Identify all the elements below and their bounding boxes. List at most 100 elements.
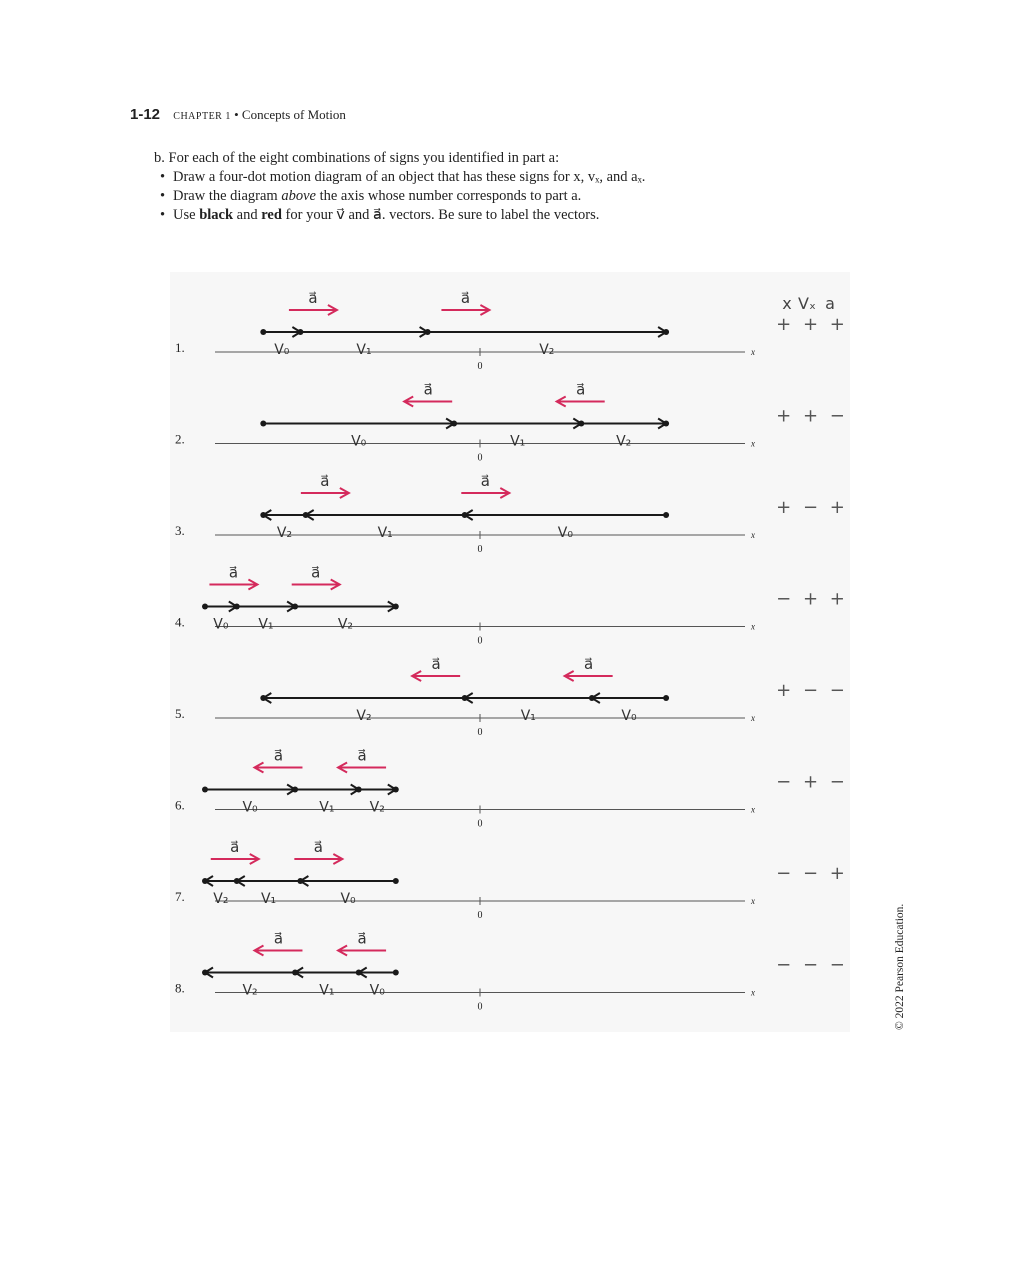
acceleration-label: a⃗	[584, 655, 593, 673]
velocity-label: V₀	[370, 983, 386, 999]
position-dot	[297, 878, 304, 884]
chapter-title: Concepts of Motion	[241, 107, 346, 122]
velocity-label: V₀	[213, 617, 229, 633]
diagram-row-4: 4. 0 x − + + V₀ V₁ V₂ a⃗ a⃗	[175, 564, 848, 647]
axis-x-label: x	[750, 896, 755, 906]
sign-combination: + + +	[776, 314, 848, 335]
worksheet-svg: x Vₓ a 1.0x+ + +V₀ V₁ V₂a⃗ a⃗2.0x+ + −V₀ V₁ V…	[175, 289, 848, 1013]
acceleration-arrowhead	[252, 944, 264, 957]
position-dot	[260, 512, 267, 518]
acceleration-arrowhead	[247, 578, 260, 591]
velocity-label: V₂	[277, 525, 292, 541]
origin-label: 0	[478, 361, 483, 372]
velocity-label: V₀	[351, 434, 367, 450]
sign-combination: − − +	[776, 863, 848, 884]
diagram-rows: 1.0x+ + +V₀ V₁ V₂a⃗ a⃗2.0x+ + −V₀ V₁ V₂a⃗ a⃗3.…	[175, 289, 848, 1013]
origin-label: 0	[478, 453, 483, 464]
diagram-row-2: 2. 0 x + + − V₀ V₁ V₂ a⃗ a⃗	[175, 381, 845, 464]
diagram-row-8: 8. 0 x − − − V₂ V₁ V₀ a⃗ a⃗	[175, 930, 845, 1013]
position-dot	[202, 969, 208, 976]
origin-label: 0	[478, 819, 483, 830]
position-dot	[392, 969, 399, 976]
velocity-label: V₁	[356, 342, 371, 358]
axis-x-label: x	[750, 530, 755, 540]
sign-combination: + − +	[776, 497, 848, 518]
position-dot	[578, 420, 585, 427]
position-dot	[292, 786, 299, 793]
position-dot	[461, 512, 468, 518]
diagram-row-7: 7. 0 x − − + V₂ V₁ V₀ a⃗ a⃗	[175, 838, 848, 921]
acceleration-label: a⃗	[314, 838, 323, 856]
position-dot	[260, 420, 267, 427]
position-dot	[202, 603, 208, 610]
velocity-label: V₁	[378, 525, 393, 541]
instruction-bullet-3: Use black and red for your v⃗ and a⃗. ve…	[154, 206, 645, 225]
origin-label: 0	[478, 1002, 483, 1013]
acceleration-arrowhead	[410, 670, 422, 682]
row-number: 8.	[175, 981, 185, 996]
axis-x-label: x	[750, 622, 755, 632]
position-dot	[233, 878, 240, 884]
bullet2-em: above	[281, 188, 316, 204]
instruction-bullet-1: Draw a four-dot motion diagram of an obj…	[154, 168, 645, 187]
acceleration-arrowhead	[336, 761, 348, 774]
acceleration-label: a⃗	[576, 381, 585, 399]
velocity-label: V₂	[356, 708, 371, 724]
row-number: 1.	[175, 340, 185, 355]
axis-x-label: x	[750, 988, 755, 998]
axis-x-label: x	[750, 713, 755, 723]
instructions-intro: b. For each of the eight combinations of…	[154, 150, 560, 166]
position-dot	[451, 420, 458, 427]
sign-combination: − + +	[776, 589, 848, 610]
axis-x-label: x	[750, 439, 755, 449]
page-header: 1-12 CHAPTER 1 • Concepts of Motion	[130, 106, 346, 123]
acceleration-arrowhead	[336, 944, 348, 957]
acceleration-arrowhead	[562, 670, 575, 682]
column-header-vx: Vₓ	[798, 294, 816, 313]
bullet3-mid: and	[233, 207, 262, 223]
origin-label: 0	[478, 544, 483, 555]
acceleration-label: a⃗	[461, 289, 470, 307]
velocity-label: V₀	[558, 525, 574, 541]
velocity-label: V₀	[340, 891, 356, 907]
diagram-row-5: 5. 0 x + − − V₂ V₁ V₀ a⃗ a⃗	[175, 655, 848, 738]
column-header-a: a	[825, 294, 835, 313]
velocity-label: V₁	[510, 434, 525, 450]
position-dot	[392, 786, 399, 793]
position-dot	[292, 603, 299, 610]
velocity-label: V₁	[258, 617, 273, 633]
acceleration-label: a⃗	[274, 930, 283, 948]
position-dot	[663, 512, 670, 518]
velocity-label: V₁	[261, 891, 276, 907]
acceleration-label: a⃗	[481, 472, 490, 490]
bullet3-red: red	[261, 207, 282, 223]
bullet3-post: for your v⃗ and a⃗. vectors. Be sure to …	[281, 207, 600, 223]
acceleration-arrowhead	[330, 578, 342, 591]
page-number: 1-12	[130, 106, 161, 123]
bullet3-pre: Use	[173, 207, 200, 223]
velocity-label: V₀	[274, 342, 290, 358]
position-dot	[663, 329, 670, 335]
acceleration-label: a⃗	[311, 564, 320, 582]
instructions: b. For each of the eight combinations of…	[154, 149, 645, 225]
velocity-label: V₂	[338, 617, 353, 633]
bullet2-post: the axis whose number corresponds to par…	[315, 188, 582, 204]
origin-label: 0	[478, 636, 483, 647]
row-number: 7.	[175, 889, 185, 904]
diagram-row-3: 3. 0 x + − + V₂ V₁ V₀ a⃗ a⃗	[175, 472, 848, 555]
position-dot	[355, 786, 362, 793]
position-dot	[202, 878, 208, 884]
sign-combination: + − −	[776, 680, 848, 701]
position-dot	[260, 329, 267, 335]
acceleration-label: a⃗	[229, 564, 238, 582]
position-dot	[297, 329, 304, 335]
velocity-label: V₂	[539, 342, 554, 358]
copyright-notice: © 2022 Pearson Education.	[894, 903, 906, 1030]
sign-combination: − + −	[776, 772, 848, 793]
bullet2-pre: Draw the diagram	[173, 188, 282, 204]
chapter-label: CHAPTER 1	[173, 111, 231, 122]
position-dot	[663, 420, 670, 427]
velocity-label: V₀	[242, 800, 258, 816]
position-dot	[392, 603, 399, 610]
acceleration-label: a⃗	[432, 655, 441, 673]
